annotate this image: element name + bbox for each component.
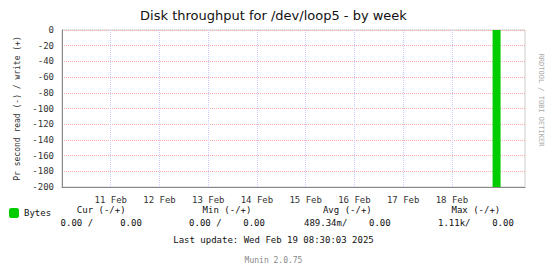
svg-text:11 Feb: 11 Feb bbox=[94, 195, 127, 205]
svg-text:Min (-/+): Min (-/+) bbox=[203, 205, 252, 215]
svg-text:0.00 / 0.00: 0.00 / 0.00 bbox=[189, 218, 265, 228]
svg-text:18 Feb: 18 Feb bbox=[436, 195, 469, 205]
svg-text:12 Feb: 12 Feb bbox=[143, 195, 176, 205]
svg-text:0.00 / 0.00: 0.00 / 0.00 bbox=[61, 218, 142, 228]
svg-text:Munin 2.0.75: Munin 2.0.75 bbox=[245, 256, 303, 265]
svg-text:-20: -20 bbox=[38, 41, 54, 51]
svg-text:17 Feb: 17 Feb bbox=[387, 195, 420, 205]
svg-text:-140: -140 bbox=[32, 135, 54, 145]
svg-text:1.11k/ 0.00: 1.11k/ 0.00 bbox=[438, 218, 514, 228]
svg-text:Bytes: Bytes bbox=[24, 208, 51, 218]
svg-text:0: 0 bbox=[49, 25, 54, 35]
svg-text:-100: -100 bbox=[32, 104, 54, 114]
svg-text:13 Feb: 13 Feb bbox=[192, 195, 225, 205]
svg-text:Avg (-/+): Avg (-/+) bbox=[323, 205, 372, 215]
svg-text:Last update: Wed Feb 19 08:30:: Last update: Wed Feb 19 08:30:03 2025 bbox=[173, 235, 373, 245]
svg-text:-160: -160 bbox=[32, 151, 54, 161]
svg-text:-200: -200 bbox=[32, 182, 54, 192]
svg-text:-180: -180 bbox=[32, 166, 54, 176]
svg-text:Pr second read (-) / write (+): Pr second read (-) / write (+) bbox=[13, 36, 22, 181]
svg-text:-40: -40 bbox=[38, 56, 54, 66]
svg-text:RRDTOOL / TOBI OETIKER: RRDTOOL / TOBI OETIKER bbox=[537, 54, 545, 148]
svg-text:-60: -60 bbox=[38, 72, 54, 82]
svg-text:15 Feb: 15 Feb bbox=[289, 195, 322, 205]
svg-text:14 Feb: 14 Feb bbox=[241, 195, 274, 205]
svg-text:Cur (-/+): Cur (-/+) bbox=[77, 205, 126, 215]
svg-text:16 Feb: 16 Feb bbox=[338, 195, 371, 205]
svg-text:Disk throughput for /dev/loop5: Disk throughput for /dev/loop5 - by week bbox=[140, 8, 407, 23]
svg-text:Max (-/+): Max (-/+) bbox=[451, 205, 500, 215]
svg-text:489.34m/ 0.00: 489.34m/ 0.00 bbox=[304, 218, 391, 228]
svg-text:-80: -80 bbox=[38, 88, 54, 98]
svg-text:-120: -120 bbox=[32, 119, 54, 129]
